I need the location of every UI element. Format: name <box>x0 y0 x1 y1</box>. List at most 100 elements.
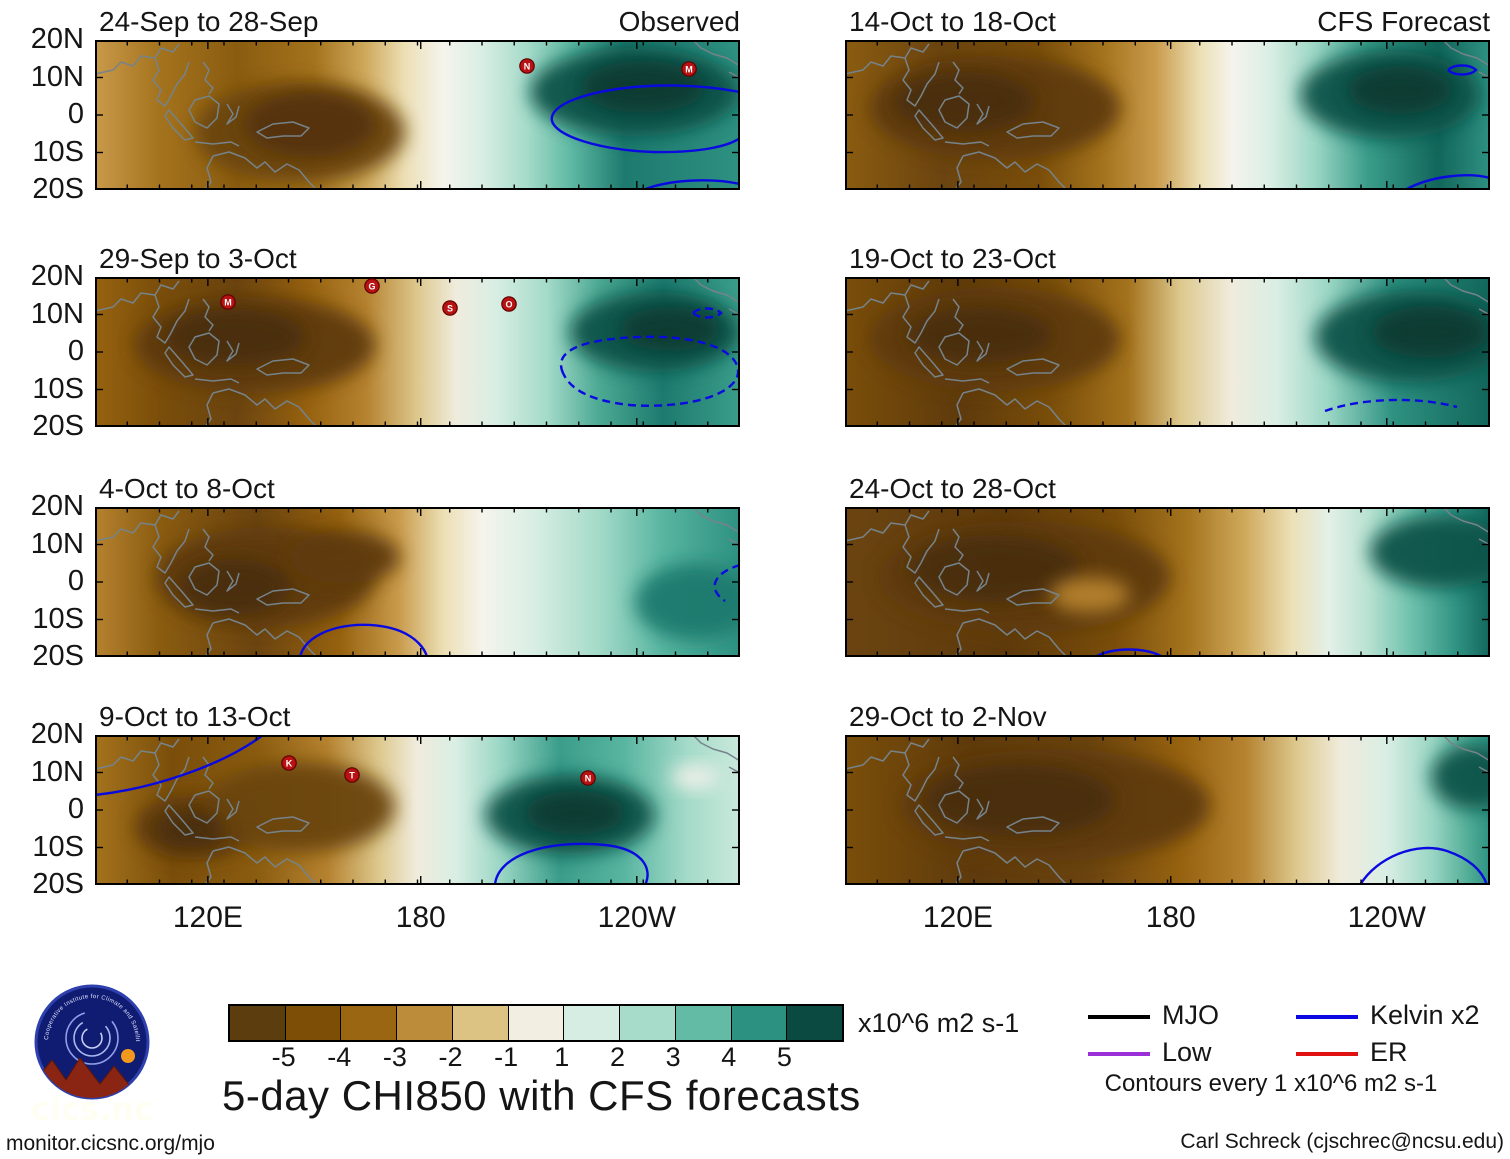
panel-header: 24-Sep to 28-Sep Observed <box>99 6 740 38</box>
y-axis-label: 20N <box>30 718 84 750</box>
tropical-cyclone-icon: N <box>580 770 596 786</box>
wave-contour <box>1447 64 1478 76</box>
colorbar-tick-label: 4 <box>721 1042 737 1072</box>
svg-text:M: M <box>224 297 232 307</box>
x-axis-label: 120W <box>1347 901 1426 934</box>
y-axis-label: 20S <box>32 173 84 205</box>
logo-sun-icon <box>121 1049 135 1063</box>
colorbar-tick-label: 5 <box>776 1042 792 1072</box>
y-axis-label: 20N <box>30 23 84 55</box>
wave-contour <box>1358 846 1489 885</box>
colorbar-cell <box>341 1006 398 1040</box>
colorbar-tick-label: 1 <box>554 1042 570 1072</box>
y-axis-label: 10S <box>32 372 84 405</box>
x-axis-label: 120W <box>597 901 676 934</box>
panel-header: 19-Oct to 23-Oct <box>849 243 1490 275</box>
tropical-cyclone-icon: G <box>364 278 380 294</box>
panel-header: 14-Oct to 18-Oct CFS Forecast <box>849 6 1490 38</box>
chi850-map: K T N <box>95 735 740 885</box>
y-axis-label: 0 <box>67 335 84 367</box>
colorbar-cell <box>508 1006 565 1040</box>
wave-contour <box>1404 174 1490 190</box>
author-credit-text: Carl Schreck (cjschrec@ncsu.edu) <box>1180 1130 1504 1153</box>
y-axis-label: 20N <box>30 260 84 292</box>
svg-text:M: M <box>685 64 693 74</box>
map-panel: 24-Oct to 28-Oct <box>845 473 1490 657</box>
colorbar-tick-label: -4 <box>327 1042 352 1072</box>
map-panel: 9-Oct to 13-Oct K T N <box>95 701 740 885</box>
legend-line-low <box>1088 1052 1150 1056</box>
colorbar <box>228 1004 844 1042</box>
map-panel: 14-Oct to 18-Oct CFS Forecast <box>845 6 1490 190</box>
y-axis-label: 20S <box>32 868 84 900</box>
wave-contour <box>692 307 723 319</box>
chi850-map <box>845 40 1490 190</box>
panel-header: 29-Oct to 2-Nov <box>849 701 1490 733</box>
colorbar-cell <box>452 1006 509 1040</box>
chi850-map: M G S O <box>95 277 740 427</box>
wave-contour <box>1094 648 1164 657</box>
y-axis-label: 0 <box>67 793 84 825</box>
tropical-cyclone-icon: N <box>519 58 535 74</box>
legend-label: Kelvin x2 <box>1370 1000 1480 1030</box>
wave-contour <box>95 735 264 797</box>
colorbar-units-label: x10^6 m2 s-1 <box>858 1008 1020 1038</box>
chi850-map <box>95 507 740 657</box>
site-url-text: monitor.cicsnc.org/mjo <box>6 1132 215 1155</box>
x-axis-label: 120E <box>172 901 243 934</box>
chi850-map <box>845 277 1490 427</box>
tropical-cyclone-icon: M <box>220 294 236 310</box>
logo-wordmark: cics.nc <box>31 1090 153 1128</box>
panel-header: 9-Oct to 13-Oct <box>99 701 740 733</box>
y-axis-label: 10N <box>30 60 84 93</box>
panel-header: 24-Oct to 28-Oct <box>849 473 1490 505</box>
legend-line-mjo <box>1088 1015 1150 1019</box>
legend-label: MJO <box>1162 1000 1219 1030</box>
legend-line-er <box>1296 1052 1358 1056</box>
panel-date-range: 14-Oct to 18-Oct <box>849 6 1056 37</box>
legend-note: Contours every 1 x10^6 m2 s-1 <box>1104 1070 1438 1097</box>
svg-text:N: N <box>585 773 592 783</box>
chi850-map <box>845 735 1490 885</box>
colorbar-cell <box>230 1006 286 1040</box>
panel-header: 29-Sep to 3-Oct <box>99 243 740 275</box>
wave-contour <box>550 84 740 154</box>
y-axis-label: 0 <box>67 565 84 597</box>
wave-contour <box>642 179 740 190</box>
panel-source-label: CFS Forecast <box>1317 6 1490 37</box>
panel-date-range: 29-Sep to 3-Oct <box>99 243 297 274</box>
panel-header: 4-Oct to 8-Oct <box>99 473 740 505</box>
map-panel: 4-Oct to 8-Oct <box>95 473 740 657</box>
y-axis-label: 20N <box>30 490 84 522</box>
colorbar-cell <box>620 1006 676 1040</box>
colorbar-cell <box>675 1006 732 1040</box>
legend-line-kelvin-x2 <box>1296 1015 1358 1019</box>
tropical-cyclone-icon: M <box>681 61 697 77</box>
y-axis-label: 0 <box>67 98 84 130</box>
y-axis-label: 20S <box>32 640 84 672</box>
colorbar-tick-label: -2 <box>438 1042 463 1072</box>
panel-date-range: 24-Oct to 28-Oct <box>849 473 1056 504</box>
colorbar-cell <box>731 1006 788 1040</box>
legend-label: ER <box>1370 1037 1408 1067</box>
wave-contour <box>298 623 429 657</box>
svg-text:S: S <box>447 303 453 313</box>
svg-text:T: T <box>349 770 355 780</box>
chi850-map <box>845 507 1490 657</box>
tropical-cyclone-icon: K <box>281 755 297 771</box>
figure-title: 5-day CHI850 with CFS forecasts <box>222 1072 861 1119</box>
colorbar-tick-label: -5 <box>271 1042 296 1072</box>
map-panel: 29-Sep to 3-Oct M G S O <box>95 243 740 427</box>
map-panel: 24-Sep to 28-Sep Observed N M <box>95 6 740 190</box>
svg-text:K: K <box>286 758 293 768</box>
wave-contour <box>1324 398 1458 413</box>
y-axis-label: 10N <box>30 755 84 788</box>
x-axis-label: 180 <box>1145 901 1196 934</box>
colorbar-tick-label: 2 <box>609 1042 625 1072</box>
x-axis-label: 180 <box>395 901 446 934</box>
y-axis-label: 10N <box>30 527 84 560</box>
svg-text:G: G <box>368 281 375 291</box>
legend-label: Low <box>1162 1037 1212 1067</box>
colorbar-tick-label: -3 <box>382 1042 407 1072</box>
y-axis-label: 10S <box>32 602 84 635</box>
